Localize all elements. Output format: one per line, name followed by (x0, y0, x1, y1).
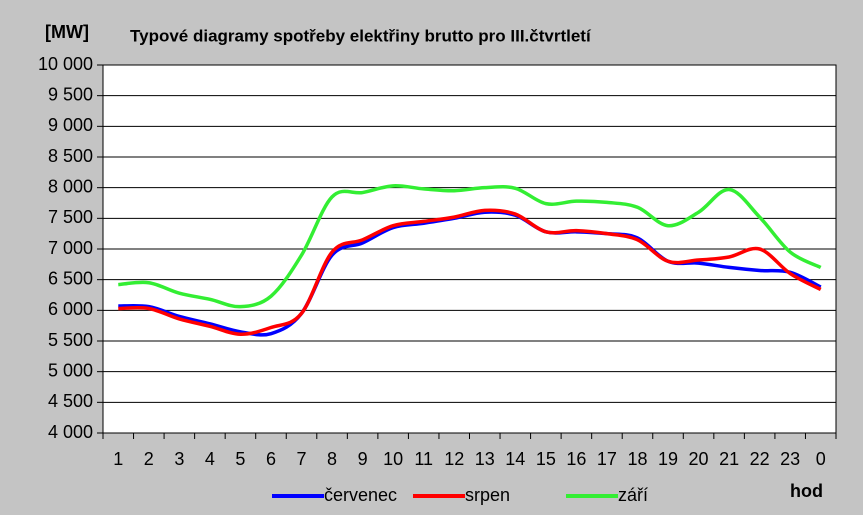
x-tick-label: 1 (113, 449, 123, 469)
x-tick-label: 16 (566, 449, 586, 469)
y-axis-label: [MW] (45, 22, 89, 42)
x-tick-label: 9 (358, 449, 368, 469)
x-tick-label: 10 (383, 449, 403, 469)
x-tick-label: 13 (475, 449, 495, 469)
x-tick-label: 14 (505, 449, 525, 469)
series-line (118, 183, 822, 309)
y-tick-label: 7 000 (48, 238, 93, 258)
legend-label: srpen (465, 485, 510, 505)
x-axis-label: hod (790, 481, 823, 501)
x-tick-label: 2 (144, 449, 154, 469)
y-tick-label: 4 500 (48, 391, 93, 411)
y-tick-label: 9 500 (48, 84, 93, 104)
x-tick-label: 18 (627, 449, 647, 469)
y-tick-label: 8 500 (48, 146, 93, 166)
x-tick-label: 20 (689, 449, 709, 469)
y-tick-label: 6 000 (48, 299, 93, 319)
y-tick-label: 4 000 (48, 422, 93, 442)
y-tick-label: 5 000 (48, 360, 93, 380)
x-tick-label: 21 (719, 449, 739, 469)
chart-title: Typové diagramy spotřeby elektřiny brutt… (130, 26, 592, 45)
x-tick-label: 12 (444, 449, 464, 469)
series-line (118, 208, 822, 337)
x-tick-label: 4 (205, 449, 215, 469)
y-tick-label: 10 000 (38, 54, 93, 74)
x-tick-label: 19 (658, 449, 678, 469)
legend-label: září (618, 485, 648, 505)
x-tick-label: 0 (816, 449, 826, 469)
x-tick-label: 6 (266, 449, 276, 469)
x-tick-label: 3 (174, 449, 184, 469)
y-tick-label: 6 500 (48, 268, 93, 288)
y-tick-label: 8 000 (48, 176, 93, 196)
x-tick-label: 5 (235, 449, 245, 469)
y-tick-label: 9 000 (48, 115, 93, 135)
y-tick-label: 5 500 (48, 330, 93, 350)
x-tick-label: 22 (750, 449, 770, 469)
x-tick-label: 23 (780, 449, 800, 469)
x-tick-label: 8 (327, 449, 337, 469)
legend-label: červenec (324, 485, 397, 505)
x-tick-label: 7 (297, 449, 307, 469)
x-tick-label: 17 (597, 449, 617, 469)
y-tick-label: 7 500 (48, 207, 93, 227)
x-tick-label: 15 (536, 449, 556, 469)
x-tick-label: 11 (414, 449, 433, 469)
